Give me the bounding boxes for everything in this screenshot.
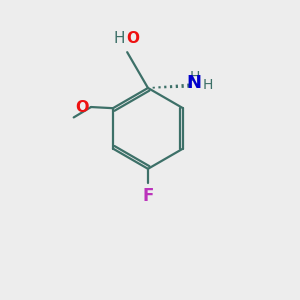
Text: H: H [189, 70, 200, 84]
Text: N: N [186, 74, 201, 92]
Text: H: H [202, 77, 213, 92]
Text: H: H [113, 31, 125, 46]
Text: O: O [76, 100, 89, 115]
Text: O: O [126, 31, 139, 46]
Text: F: F [142, 187, 154, 205]
